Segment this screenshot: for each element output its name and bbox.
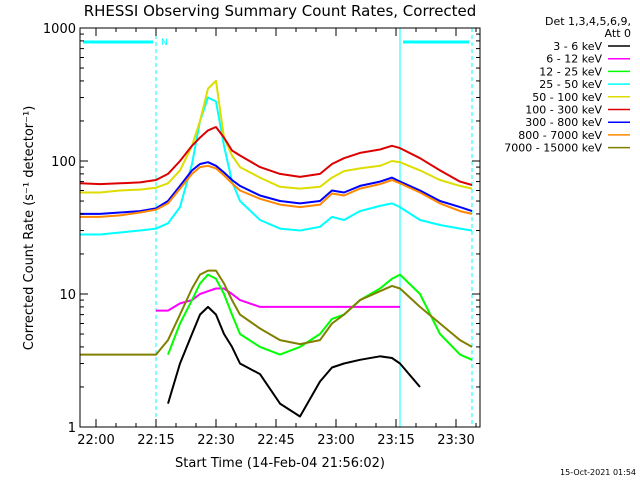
y-tick-label: 1000 [43, 22, 76, 37]
y-tick-label: 10 [59, 288, 76, 303]
series-line-7 [80, 164, 473, 218]
legend-label-6: 300 - 800 keV [525, 116, 602, 129]
legend-label-1: 6 - 12 keV [546, 53, 602, 66]
legend-header-line-2: Att 0 [605, 27, 631, 40]
series-line-4 [80, 79, 473, 194]
series-line-3 [80, 96, 473, 236]
series-line-2 [167, 273, 473, 361]
series-line-6 [80, 161, 473, 215]
legend-label-2: 12 - 25 keV [539, 65, 602, 78]
y-tick-label: 100 [51, 155, 76, 170]
y-tick-label: 1 [68, 421, 76, 436]
x-tick-label: 23:30 [437, 433, 474, 448]
x-tick-label: 22:45 [257, 433, 294, 448]
x-axis-label: Start Time (14-Feb-04 21:56:02) [175, 456, 385, 471]
timestamp: 15-Oct-2021 01:54 [560, 468, 636, 477]
x-tick-label: 22:15 [137, 433, 174, 448]
legend-label-3: 25 - 50 keV [539, 78, 602, 91]
legend-label-8: 7000 - 15000 keV [504, 142, 602, 155]
night-marker-label: N [161, 38, 168, 48]
chart-title: RHESSI Observing Summary Count Rates, Co… [84, 2, 477, 20]
series-line-8 [80, 269, 473, 356]
legend-header-line-1: Det 1,3,4,5,6,9, [545, 15, 631, 28]
x-tick-label: 22:30 [197, 433, 234, 448]
axes: 1 10 100 1000 22:00 22:15 22:30 22:45 23:00 23:15… [43, 22, 480, 448]
legend-label-4: 50 - 100 keV [532, 91, 602, 104]
series-line-0 [167, 305, 421, 418]
x-tick-label: 23:00 [317, 433, 354, 448]
x-tick-label: 22:00 [77, 433, 114, 448]
legend-label-7: 800 - 7000 keV [518, 129, 602, 142]
series-line-5 [80, 126, 473, 186]
x-tick-label: 23:15 [377, 433, 414, 448]
plot-frame [79, 27, 481, 428]
plot-area: N [80, 28, 473, 427]
legend-label-5: 100 - 300 keV [525, 104, 602, 117]
y-axis-label: Corrected Count Rate (s⁻¹ detector⁻¹) [22, 106, 37, 351]
legend-label-0: 3 - 6 keV [553, 40, 602, 53]
